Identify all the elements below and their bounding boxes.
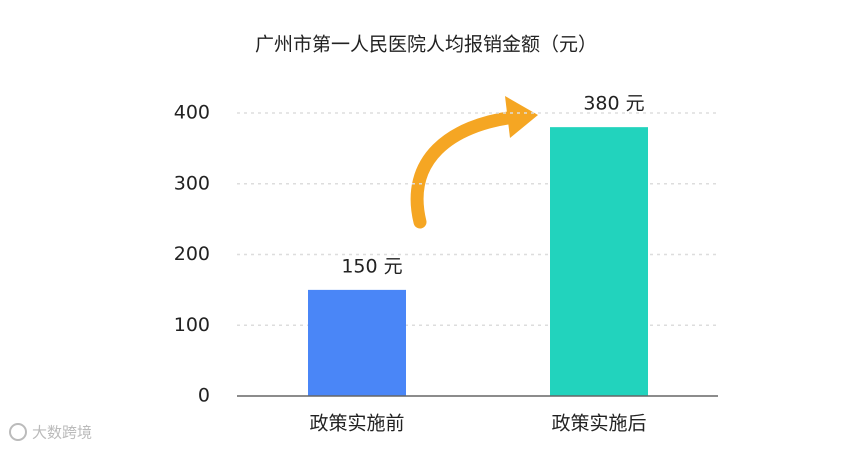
value-label: 380 元 [583,93,644,115]
y-tick-label: 0 [198,385,210,407]
bar [308,289,406,396]
watermark-icon [9,423,27,441]
y-tick-label: 400 [174,102,210,124]
chart-title: 广州市第一人民医院人均报销金额（元） [255,34,597,56]
y-tick-label: 200 [174,243,210,265]
y-tick-label: 100 [174,314,210,336]
value-label: 150 元 [341,255,402,277]
arrow [410,96,538,229]
watermark: 大数跨境 [9,423,92,442]
arrow-head [505,96,538,138]
bar [550,127,648,397]
watermark-text: 大数跨境 [32,424,92,442]
x-tick-label: 政策实施前 [309,413,404,435]
y-tick-label: 300 [174,172,210,194]
x-tick-label: 政策实施后 [551,413,646,435]
arrow-shaft [410,110,522,229]
